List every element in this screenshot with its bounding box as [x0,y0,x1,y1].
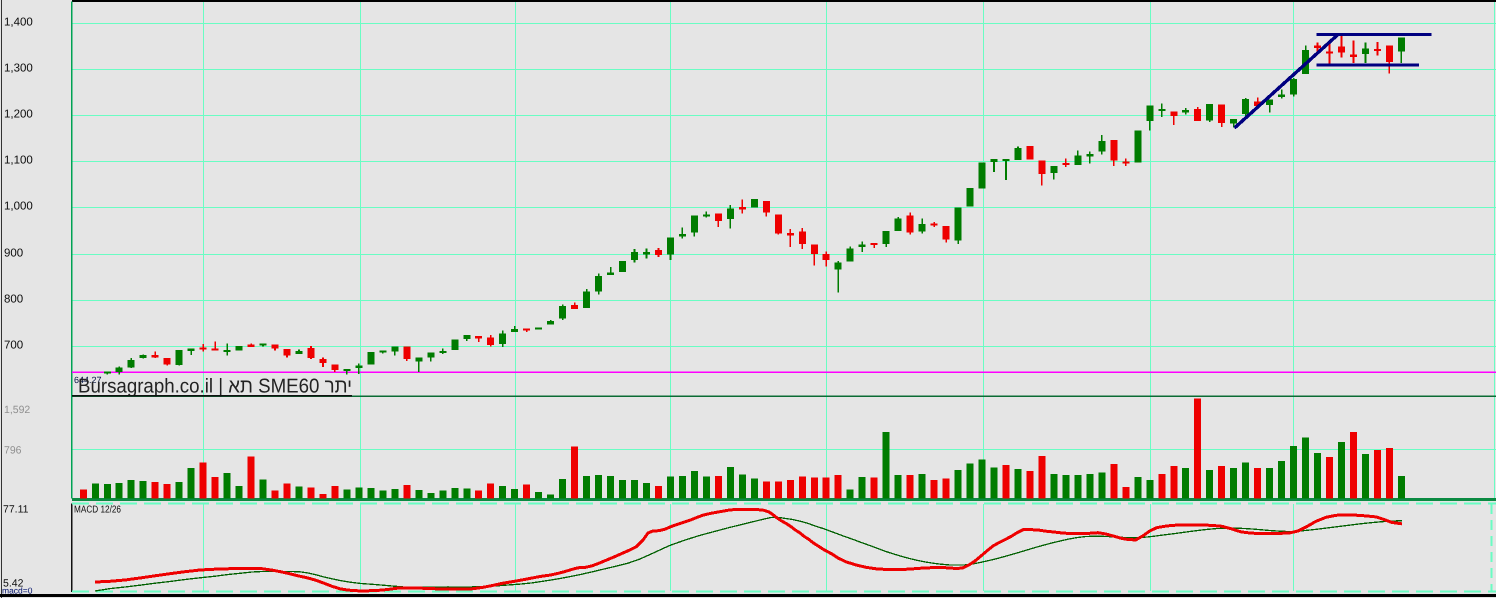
svg-text:900: 900 [4,248,23,260]
svg-text:macd=0: macd=0 [2,586,33,596]
svg-text:796: 796 [4,445,22,457]
svg-text:1,592: 1,592 [4,404,30,416]
svg-text:77.11: 77.11 [3,504,29,516]
svg-text:1,300: 1,300 [4,63,33,75]
svg-text:1,200: 1,200 [4,109,33,121]
svg-text:1,000: 1,000 [4,201,33,213]
svg-text:1,400: 1,400 [4,17,33,29]
svg-text:5.42: 5.42 [3,577,24,589]
svg-text:700: 700 [4,340,23,352]
svg-text:644.27: 644.27 [74,375,102,385]
svg-text:MACD 12/26: MACD 12/26 [74,505,121,516]
svg-text:800: 800 [4,294,23,306]
svg-text:1,100: 1,100 [4,155,33,167]
svg-text:Bursagraph.co.il | תא SME60 ית: Bursagraph.co.il | תא SME60 יתר [78,376,352,398]
